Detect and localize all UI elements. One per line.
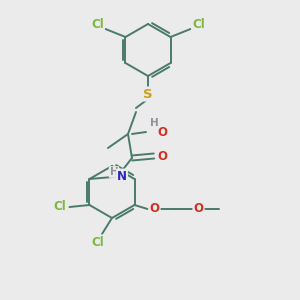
- Text: H: H: [150, 118, 158, 128]
- Text: Cl: Cl: [92, 236, 104, 248]
- Text: Cl: Cl: [91, 17, 104, 31]
- Text: O: O: [149, 202, 160, 215]
- Text: H: H: [110, 167, 118, 177]
- Text: O: O: [194, 202, 203, 215]
- Text: Cl: Cl: [53, 200, 66, 214]
- Text: O: O: [157, 125, 167, 139]
- Text: O: O: [157, 149, 167, 163]
- Text: Cl: Cl: [192, 17, 205, 31]
- Text: N: N: [117, 169, 127, 182]
- Text: S: S: [143, 88, 153, 100]
